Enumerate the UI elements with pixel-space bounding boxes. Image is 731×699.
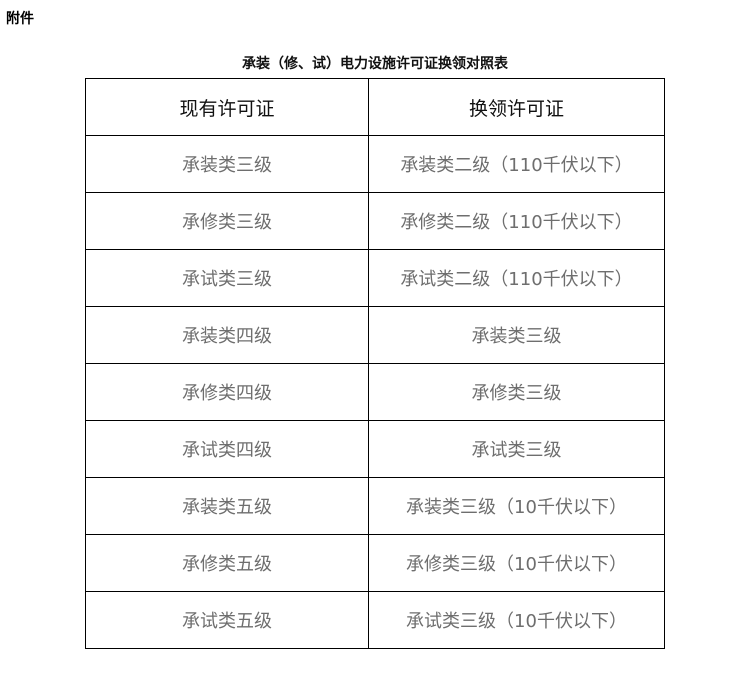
- header-new: 换领许可证: [368, 78, 665, 136]
- current-license-cell: 承修类五级: [85, 534, 369, 592]
- table-title: 承装（修、试）电力设施许可证换领对照表: [242, 56, 508, 72]
- current-license-cell: 承试类五级: [85, 591, 369, 649]
- current-license-cell: 承装类三级: [85, 135, 369, 193]
- current-license-cell: 承修类四级: [85, 363, 369, 421]
- table-row: 承试类三级 承试类二级（110千伏以下）: [85, 249, 665, 307]
- new-license-cell: 承修类二级（110千伏以下）: [368, 192, 665, 250]
- new-license-cell: 承修类三级: [368, 363, 665, 421]
- table-row: 承装类三级 承装类二级（110千伏以下）: [85, 135, 665, 193]
- new-license-cell: 承试类二级（110千伏以下）: [368, 249, 665, 307]
- table-row: 承修类四级 承修类三级: [85, 363, 665, 421]
- table-row: 承修类三级 承修类二级（110千伏以下）: [85, 192, 665, 250]
- header-row: 现有许可证 换领许可证: [85, 78, 665, 136]
- new-license-cell: 承试类三级: [368, 420, 665, 478]
- header-current: 现有许可证: [85, 78, 369, 136]
- new-license-cell: 承试类三级（10千伏以下）: [368, 591, 665, 649]
- table-row: 承试类五级 承试类三级（10千伏以下）: [85, 591, 665, 649]
- table-row: 承装类四级 承装类三级: [85, 306, 665, 364]
- current-license-cell: 承试类三级: [85, 249, 369, 307]
- new-license-cell: 承修类三级（10千伏以下）: [368, 534, 665, 592]
- table-row: 承装类五级 承装类三级（10千伏以下）: [85, 477, 665, 535]
- table-row: 承试类四级 承试类三级: [85, 420, 665, 478]
- license-table: 现有许可证 换领许可证 承装类三级 承装类二级（110千伏以下） 承修类三级 承修类二…: [85, 78, 665, 649]
- current-license-cell: 承装类五级: [85, 477, 369, 535]
- table-row: 承修类五级 承修类三级（10千伏以下）: [85, 534, 665, 592]
- new-license-cell: 承装类三级: [368, 306, 665, 364]
- new-license-cell: 承装类二级（110千伏以下）: [368, 135, 665, 193]
- attachment-label: 附件: [6, 11, 34, 27]
- current-license-cell: 承修类三级: [85, 192, 369, 250]
- new-license-cell: 承装类三级（10千伏以下）: [368, 477, 665, 535]
- current-license-cell: 承试类四级: [85, 420, 369, 478]
- current-license-cell: 承装类四级: [85, 306, 369, 364]
